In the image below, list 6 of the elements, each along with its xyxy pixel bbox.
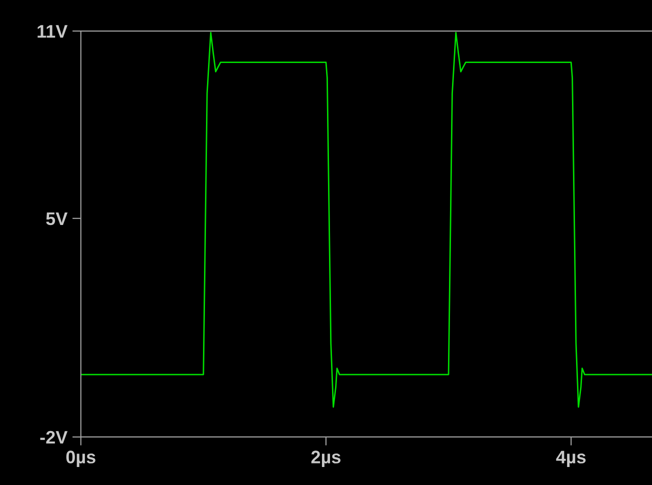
y-tick-label: 11V [38,25,68,38]
x-tick-label: 2µs [311,450,340,468]
x-tick-label: 0µs [66,450,96,468]
x-tick-label: 4µs [556,450,586,468]
y-tick-label: -2V [40,430,68,444]
y-tick-label: 5V [46,212,68,226]
